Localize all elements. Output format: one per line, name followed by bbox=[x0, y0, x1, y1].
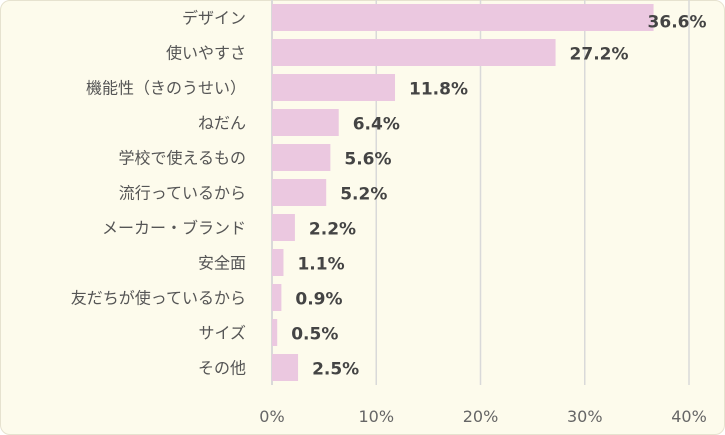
bar bbox=[272, 284, 282, 311]
category-label: 友だちが使っているから bbox=[71, 289, 246, 308]
x-tick-label: 30% bbox=[567, 407, 603, 426]
category-label: 学校で使えるもの bbox=[118, 149, 246, 168]
category-label: デザイン bbox=[182, 9, 246, 28]
bar bbox=[272, 319, 278, 346]
x-tick-label: 10% bbox=[358, 407, 394, 426]
bar bbox=[272, 179, 327, 206]
category-label: その他 bbox=[198, 359, 246, 378]
bar bbox=[272, 214, 295, 241]
category-label: サイズ bbox=[198, 324, 246, 343]
bar bbox=[272, 249, 284, 276]
bar bbox=[272, 74, 396, 101]
category-label: 流行っているから bbox=[119, 184, 246, 203]
x-tick-label: 20% bbox=[463, 407, 499, 426]
x-tick-label: 40% bbox=[671, 407, 707, 426]
category-label: メーカー・ブランド bbox=[102, 219, 246, 238]
bar bbox=[272, 4, 654, 31]
bar bbox=[272, 39, 556, 66]
data-label: 11.8% bbox=[409, 80, 468, 100]
data-label: 36.6% bbox=[648, 13, 707, 33]
data-label: 0.5% bbox=[291, 325, 338, 345]
category-label: 安全面 bbox=[198, 254, 246, 273]
data-label: 2.2% bbox=[309, 220, 356, 240]
bar bbox=[272, 144, 331, 171]
bar bbox=[272, 109, 339, 136]
data-label: 27.2% bbox=[570, 45, 629, 65]
bar bbox=[272, 354, 299, 381]
data-label: 2.5% bbox=[312, 360, 359, 380]
data-label: 6.4% bbox=[353, 115, 400, 135]
category-label: 機能性（きのうせい） bbox=[86, 79, 246, 98]
data-label: 5.6% bbox=[344, 150, 391, 170]
data-label: 0.9% bbox=[295, 290, 342, 310]
x-tick-label: 0% bbox=[259, 407, 284, 426]
data-label: 5.2% bbox=[340, 185, 387, 205]
category-label: 使いやすさ bbox=[166, 44, 246, 63]
data-label: 1.1% bbox=[297, 255, 344, 275]
category-label: ねだん bbox=[198, 114, 246, 133]
